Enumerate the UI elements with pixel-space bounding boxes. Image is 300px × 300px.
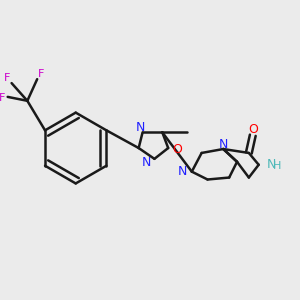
Text: F: F (0, 93, 5, 103)
Text: N: N (267, 158, 276, 171)
Text: O: O (172, 143, 182, 157)
Text: F: F (38, 69, 44, 79)
Text: N: N (219, 138, 228, 151)
Text: N: N (142, 156, 152, 169)
Text: N: N (178, 165, 187, 178)
Text: N: N (136, 121, 145, 134)
Text: F: F (4, 73, 10, 83)
Text: H: H (272, 161, 281, 171)
Text: O: O (248, 123, 258, 136)
